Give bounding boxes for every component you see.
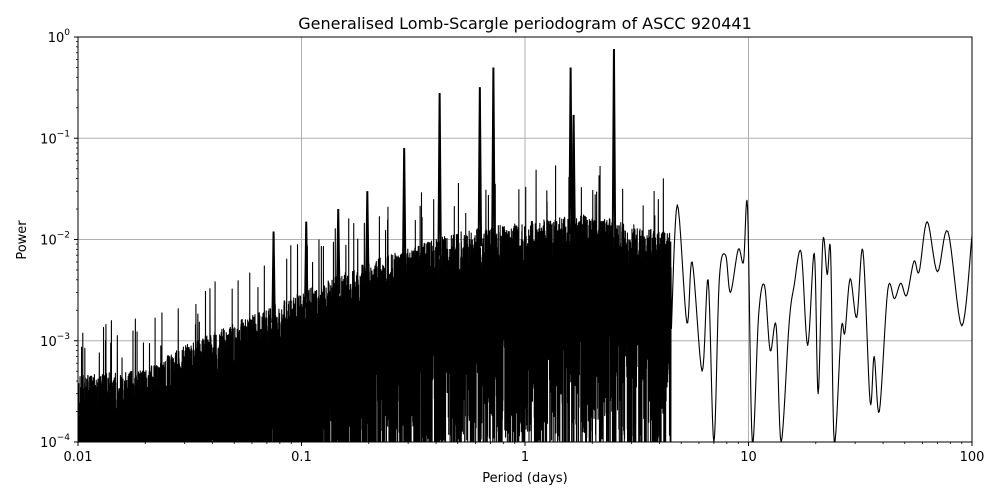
y-axis-ticks: 100 10−1 10−2 10−3 10−4: [40, 28, 78, 451]
x-axis-label: Period (days): [482, 471, 568, 486]
periodogram-peak: [271, 231, 276, 323]
chart-title: Generalised Lomb-Scargle periodogram of …: [298, 14, 752, 33]
periodogram-peak: [401, 148, 407, 268]
y-tick-label: 100: [48, 28, 71, 46]
periodogram-peak: [304, 221, 309, 309]
x-tick-label: 0.1: [291, 450, 312, 465]
y-tick-label: 10−1: [40, 129, 70, 147]
periodogram-peak: [477, 87, 483, 247]
periodogram-peak: [336, 209, 341, 294]
y-tick-label: 10−4: [40, 433, 70, 451]
periodogram-peak: [571, 114, 576, 234]
power-line: [78, 165, 972, 442]
x-tick-label: 1: [521, 450, 529, 465]
periodogram-peak: [568, 67, 573, 235]
y-tick-label: 10−3: [40, 332, 70, 350]
y-axis-label: Power: [15, 220, 30, 260]
periodogram-peak: [437, 92, 442, 256]
y-tick-label: 10−2: [40, 231, 70, 249]
periodogram-peak: [365, 191, 370, 281]
x-axis-ticks: 0.01 0.1 1 10 100: [64, 442, 985, 465]
x-tick-label: 10: [740, 450, 757, 465]
power-series-line: [78, 49, 972, 442]
periodogram-peak: [611, 49, 617, 238]
periodogram-peak: [491, 67, 496, 245]
x-tick-label: 0.01: [64, 450, 93, 465]
x-tick-label: 100: [960, 450, 985, 465]
